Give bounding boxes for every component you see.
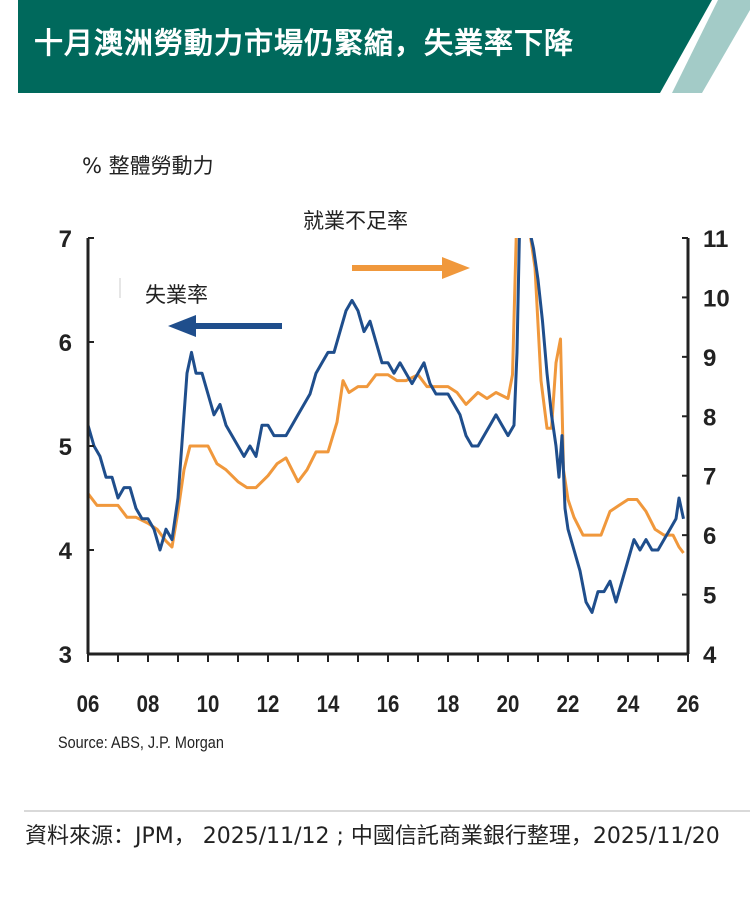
footer-source: 資料來源：JPM， 2025/11/12 ; 中國信託商業銀行整理，2025/1… — [25, 824, 720, 849]
right-tick-label: 10 — [703, 285, 730, 312]
x-tick-label: 24 — [617, 690, 640, 717]
right-tick-label: 11 — [703, 226, 728, 253]
y-axis-label: % 整體勞動力 — [82, 154, 214, 178]
left-tick-label: 3 — [59, 642, 72, 669]
x-tick-label: 06 — [77, 690, 100, 717]
x-tick-label: 12 — [257, 690, 280, 717]
arrow-right-icon — [352, 257, 470, 279]
x-tick-label: 16 — [377, 690, 400, 717]
left-tick-label: 5 — [59, 434, 72, 461]
line-chart: % 整體勞動力 3 4 5 6 7 4 5 6 7 8 9 10 11 06 08 10 12 14 16 18 20 2… — [58, 154, 730, 752]
x-tick-label: 08 — [137, 690, 160, 717]
left-tick-label: 6 — [59, 330, 72, 357]
header-banner — [18, 0, 750, 93]
x-tick-label: 18 — [437, 690, 460, 717]
x-tick-label: 14 — [317, 690, 340, 717]
right-tick-label: 9 — [703, 345, 716, 372]
right-tick-label: 8 — [703, 404, 716, 431]
banner-background — [18, 0, 712, 93]
x-tick-label: 10 — [197, 690, 220, 717]
series-line-unemployment — [88, 238, 685, 614]
annotation-unemployment: 失業率 — [145, 283, 208, 307]
x-tick-label: 22 — [557, 690, 580, 717]
banner-stripe — [672, 0, 750, 93]
right-tick-label: 5 — [703, 583, 716, 610]
right-tick-label: 4 — [703, 642, 717, 669]
left-tick-label: 4 — [59, 538, 73, 565]
series-line-underemployment — [88, 238, 685, 554]
right-tick-label: 7 — [703, 464, 716, 491]
footer-divider — [24, 810, 750, 812]
x-tick-label: 20 — [497, 690, 520, 717]
left-tick-label: 7 — [59, 226, 72, 253]
source-note: Source: ABS, J.P. Morgan — [58, 734, 224, 752]
annotation-underemployment: 就業不足率 — [303, 209, 408, 233]
page-title: 十月澳洲勞動力市場仍緊縮，失業率下降 — [34, 26, 575, 60]
x-tick-label: 26 — [677, 690, 700, 717]
right-tick-label: 6 — [703, 523, 716, 550]
arrow-left-icon — [168, 315, 282, 337]
